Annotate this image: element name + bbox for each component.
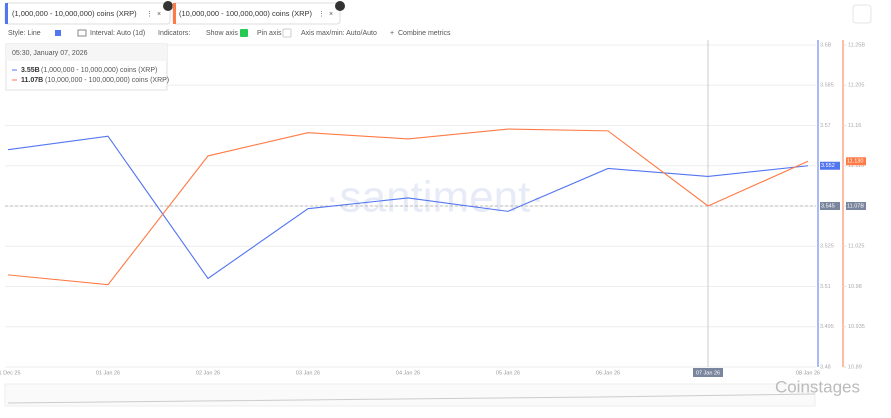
- x-tick-label: 01 Jan 26: [96, 370, 120, 376]
- y-tick-label: 3.525: [820, 244, 834, 250]
- tab-label: (10,000,000 - 100,000,000) coins (XRP): [179, 9, 312, 18]
- tooltip-name: (10,000,000 - 100,000,000) coins (XRP): [45, 77, 169, 84]
- navigator-line: [7, 393, 816, 404]
- axis-value-box: [820, 161, 840, 170]
- y2-tick-label: 11.16: [848, 123, 861, 129]
- x-highlight: [693, 368, 723, 377]
- style-select[interactable]: Style: Line: [8, 30, 41, 37]
- x-tick-label: 05 Jan 26: [496, 370, 520, 376]
- y2-tick-label: 10.89: [848, 364, 862, 370]
- tooltip-name: (1,000,000 - 10,000,000) coins (XRP): [41, 67, 157, 74]
- axis-value-box: [820, 202, 840, 210]
- axis-value-box: [846, 202, 866, 210]
- combine-button[interactable]: Combine metrics: [398, 30, 451, 37]
- axis-value-label: 11.07B: [847, 203, 864, 209]
- x-tick-label: 03 Jan 26: [296, 370, 320, 376]
- x-tick-label: 08 Jan 26: [796, 370, 820, 376]
- tooltip: 05:30, January 07, 2026 3.55B (1,000,000…: [5, 43, 169, 91]
- pin-axis-label: Pin axis: [257, 30, 282, 37]
- axis-value-label: 11.130: [847, 159, 863, 165]
- y-tick-label: 3.495: [820, 324, 834, 330]
- axis-value-box: [846, 157, 866, 166]
- menu-icon[interactable]: ⋮: [318, 11, 325, 18]
- indicators-select[interactable]: Indicators:: [158, 30, 190, 37]
- brand-watermark: Coinstages: [775, 377, 860, 396]
- interval-select[interactable]: Interval: Auto (1d): [90, 30, 145, 37]
- x-tick-label: 31 Dec 25: [0, 370, 21, 376]
- pin-axis-checkbox[interactable]: [282, 28, 292, 38]
- x-tick-label: 07 Jan 26: [696, 370, 720, 376]
- remove-button[interactable]: [163, 1, 173, 11]
- axis-maxmin-select[interactable]: Axis max/min: Auto/Auto: [301, 30, 377, 37]
- tooltip-date: 05:30, January 07, 2026: [12, 50, 88, 57]
- watermark: ·santiment·: [325, 173, 545, 222]
- x-tick-label: 06 Jan 26: [596, 370, 620, 376]
- show-axis-checkbox[interactable]: [240, 29, 248, 37]
- x-tick-label: 04 Jan 26: [396, 370, 420, 376]
- axis-value-label: 3.545: [821, 203, 835, 209]
- navigator[interactable]: [4, 383, 816, 407]
- y-tick-label: 3.6B: [820, 42, 832, 48]
- y2-tick-label: 11.25B: [848, 42, 865, 48]
- menu-icon[interactable]: ⋮: [146, 11, 153, 18]
- plus-icon: +: [390, 30, 394, 37]
- tab-label: (1,000,000 - 10,000,000) coins (XRP): [12, 9, 137, 18]
- y2-tick-label: 11.025: [848, 244, 864, 250]
- axis-value-label: 3.552: [821, 163, 835, 169]
- y-tick-label: 3.48: [820, 364, 831, 370]
- color-picker[interactable]: [55, 30, 61, 36]
- series-line: [7, 135, 809, 280]
- show-axis-label: Show axis: [206, 30, 238, 37]
- settings-button[interactable]: [852, 4, 872, 24]
- x-tick-label: 02 Jan 26: [196, 370, 220, 376]
- tab-marker: [5, 3, 8, 24]
- tooltip-value: 11.07B: [21, 77, 43, 84]
- close-icon[interactable]: ×: [329, 11, 333, 18]
- tooltip-header: [6, 44, 167, 61]
- series-line: [7, 128, 809, 286]
- tooltip-value: 3.55B: [21, 67, 40, 74]
- y2-tick-label: 11.115: [848, 163, 864, 169]
- tab-marker: [173, 3, 176, 24]
- calendar-icon: [77, 29, 87, 37]
- y-tick-label: 3.57: [820, 123, 831, 129]
- y-tick-label: 3.585: [820, 83, 834, 89]
- y-tick-label: 3.51: [820, 284, 831, 290]
- y2-tick-label: 10.935: [848, 324, 865, 330]
- y2-tick-label: 11.205: [848, 83, 864, 89]
- remove-button[interactable]: [335, 1, 345, 11]
- close-icon[interactable]: ×: [157, 11, 161, 18]
- y2-tick-label: 10.98: [848, 284, 862, 290]
